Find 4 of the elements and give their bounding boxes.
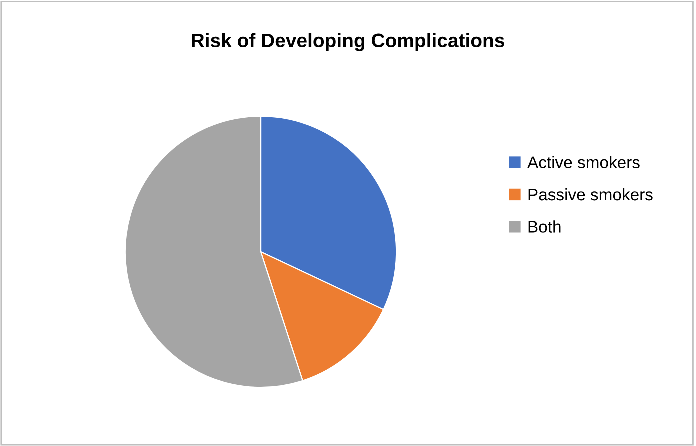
legend-label: Both (528, 220, 561, 233)
legend-label: Active smokers (528, 156, 640, 169)
legend-label: Passive smokers (528, 188, 653, 201)
chart-title: Risk of Developing Complications (192, 33, 504, 52)
